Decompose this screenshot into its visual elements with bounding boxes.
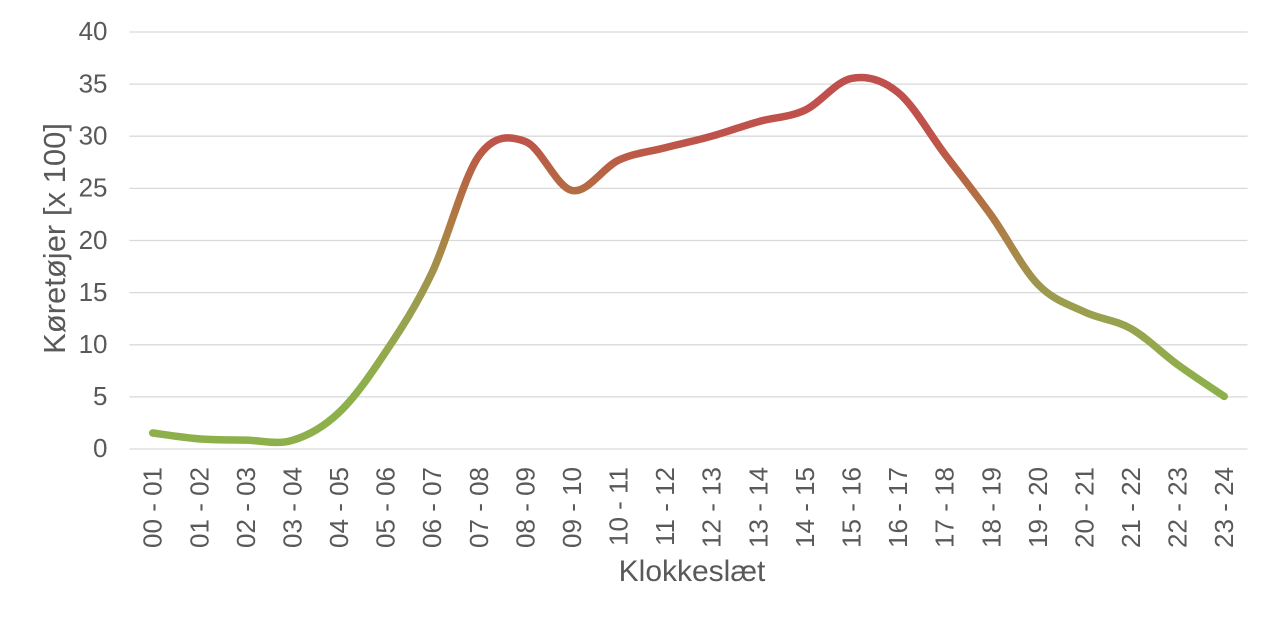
svg-text:07 - 08: 07 - 08 [464, 467, 494, 548]
svg-text:40: 40 [79, 16, 108, 46]
svg-text:04 - 05: 04 - 05 [324, 467, 354, 548]
svg-text:17 - 18: 17 - 18 [930, 467, 960, 548]
svg-text:30: 30 [79, 121, 108, 151]
svg-text:0: 0 [93, 433, 107, 463]
svg-text:02 - 03: 02 - 03 [231, 467, 261, 548]
svg-text:08 - 09: 08 - 09 [510, 467, 540, 548]
svg-text:35: 35 [79, 68, 108, 98]
svg-text:05 - 06: 05 - 06 [371, 467, 401, 548]
svg-text:10: 10 [79, 329, 108, 359]
svg-text:23 - 24: 23 - 24 [1209, 467, 1239, 548]
svg-text:10 - 11: 10 - 11 [604, 467, 634, 546]
svg-text:20: 20 [79, 225, 108, 255]
svg-text:19 - 20: 19 - 20 [1023, 467, 1053, 548]
svg-text:03 - 04: 03 - 04 [278, 467, 308, 548]
svg-text:01 - 02: 01 - 02 [184, 467, 214, 548]
svg-text:21 - 22: 21 - 22 [1116, 467, 1146, 548]
svg-text:22 - 23: 22 - 23 [1163, 467, 1193, 548]
svg-text:16 - 17: 16 - 17 [883, 467, 913, 548]
svg-text:5: 5 [93, 381, 107, 411]
svg-text:20 - 21: 20 - 21 [1069, 467, 1099, 548]
svg-text:14 - 15: 14 - 15 [790, 467, 820, 548]
svg-text:18 - 19: 18 - 19 [976, 467, 1006, 548]
svg-text:06 - 07: 06 - 07 [417, 467, 447, 548]
svg-text:12 - 13: 12 - 13 [697, 467, 727, 548]
svg-text:00 - 01: 00 - 01 [138, 467, 168, 548]
svg-text:25: 25 [79, 173, 108, 203]
svg-text:Køretøjer [x 100]: Køretøjer [x 100] [37, 123, 72, 354]
svg-text:Klokkeslæt: Klokkeslæt [619, 555, 766, 588]
svg-text:09 - 10: 09 - 10 [557, 467, 587, 548]
svg-text:15: 15 [79, 277, 108, 307]
svg-text:13 - 14: 13 - 14 [743, 467, 773, 548]
svg-text:11 - 12: 11 - 12 [650, 467, 680, 546]
svg-text:15 - 16: 15 - 16 [837, 467, 867, 548]
